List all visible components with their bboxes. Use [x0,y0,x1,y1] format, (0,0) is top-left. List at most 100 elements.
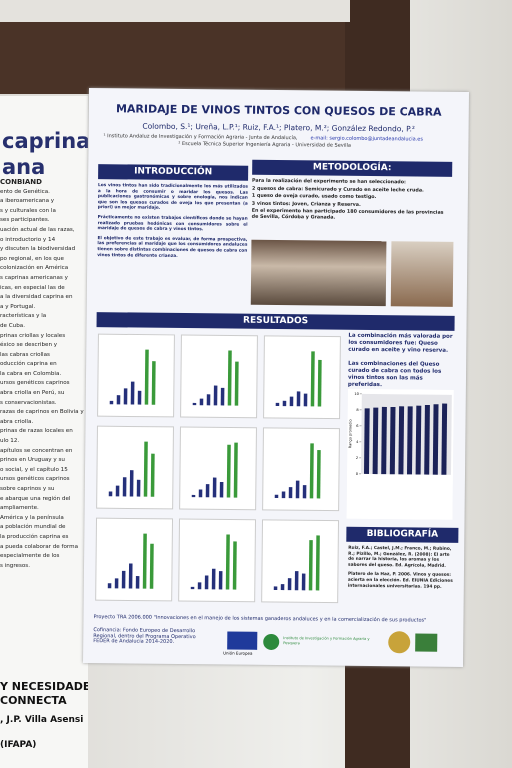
left-text: e abarque una región del [0,495,71,502]
chart-panel [263,335,341,420]
section-heading: METODOLOGÍA: [252,159,453,177]
bar [381,406,387,475]
bar [308,540,313,591]
bar [212,477,217,498]
bar [310,351,315,407]
bar [225,534,230,590]
left-text: las cabras criollas [0,351,50,358]
bar [137,390,142,405]
bar [275,402,280,407]
left-text: América y la península [0,514,64,521]
left-text: s conservacionistas. [0,399,57,406]
left-text: prinas criollas y locales [0,332,66,339]
bar [122,477,127,497]
bar [281,491,286,499]
bar [316,450,321,499]
bar [204,575,209,590]
left-text: apítulos se concentran en [0,447,73,454]
eu-flag [227,631,258,650]
tick-label: 4 [356,440,359,444]
left-text: s ingresos. [0,562,30,569]
bar [309,443,314,499]
bar [232,541,237,590]
tick-label: 8 [356,408,358,412]
project: Proyecto TRA 2006.000 "Innovaciones en e… [93,614,427,624]
bar [233,442,238,498]
left-text: uación actual de las razas, [0,226,75,233]
left-text: a población mundial de [0,524,66,531]
left-text: ursos genéticos caprinos [0,380,70,387]
conclusion: La combinación más valorada por los cons… [348,332,453,354]
junta: Instituto de Investigación y Formación A… [283,636,370,645]
method-text: Para la realización del experimento se h… [252,178,406,186]
left-text: a y Portugal. [0,303,36,310]
photo [250,239,387,307]
left-text: oducción caprina en [0,361,57,368]
bar [424,404,430,475]
bar [315,535,320,591]
left-bottom: , J.P. Villa Asensi [0,715,84,725]
bar [197,582,202,590]
left-text: la cabra en Colombia. [0,370,62,377]
left-text: po regional, en los que [0,255,64,262]
intro-text: Prácticamente no existen trabajos cientí… [97,215,248,233]
method-text: 3 vinos tintos: Joven, Crianza y Reserva… [251,201,361,208]
bar [295,480,300,499]
bar [198,489,203,498]
method-text: 2 quesos de cabra: Semicurado y Curado e… [251,186,424,194]
bar [151,361,156,405]
bar [218,571,223,590]
frame-top [0,22,410,94]
bar [441,403,448,475]
bar [288,487,293,499]
bar [116,395,121,405]
bar [372,407,379,475]
bar [227,350,232,406]
affiliation: ² Escuela Técnica Superior Ingeniería Ag… [178,140,352,149]
bar [213,385,218,406]
bar [129,470,134,497]
bar [150,453,155,497]
bar [130,381,135,405]
section-heading: RESULTADOS [96,312,455,331]
wall-top [0,0,350,22]
chart-panel [178,518,257,603]
authors: Colombo, S.¹; Ureña, L.P.¹; Ruiz, F.A.¹;… [142,121,415,134]
left-text: ulo 12. [0,438,20,445]
logo [263,633,280,651]
eu-label: Unión Europea [223,650,253,656]
left-text: o social, y el capítulo 15 [0,466,68,473]
method-text: 1 queso de oveja curado, usado como test… [251,193,377,201]
left-text: ampliamente. [0,505,39,512]
bar [220,387,225,406]
bar [142,533,147,589]
left-text: de Cuba. [0,322,25,329]
left-text: éxico se describen y [0,342,58,349]
left-text: la producción caprina es [0,533,69,540]
bar [406,406,413,475]
bar [398,406,405,475]
bar [135,576,140,589]
bar [234,361,239,406]
bar [432,404,439,475]
bar [199,398,204,406]
bar [107,583,112,589]
left-title: caprina [2,129,88,153]
left-text: CONBIAND [0,178,42,186]
bar [282,400,287,407]
bar [123,388,128,405]
bar [144,349,149,405]
section-heading: INTRODUCCIÓN [98,164,249,181]
left-text: ursos genéticos caprinos [0,476,70,483]
chart-panel [97,333,175,418]
axis-label: Rango promedio [348,419,352,448]
left-text: icas, en especial las de [0,284,65,291]
tick-label: 6 [356,424,358,428]
left-text: abra criolla. [0,418,34,425]
funding: Cofinancia: Fondo Europeo de Desarrollo … [93,627,196,646]
affiliation: ¹ Instituto Andaluz de Investigación y F… [103,133,298,142]
left-text: ento de Genética. [0,188,50,195]
bar [389,407,396,475]
bar [115,485,120,497]
